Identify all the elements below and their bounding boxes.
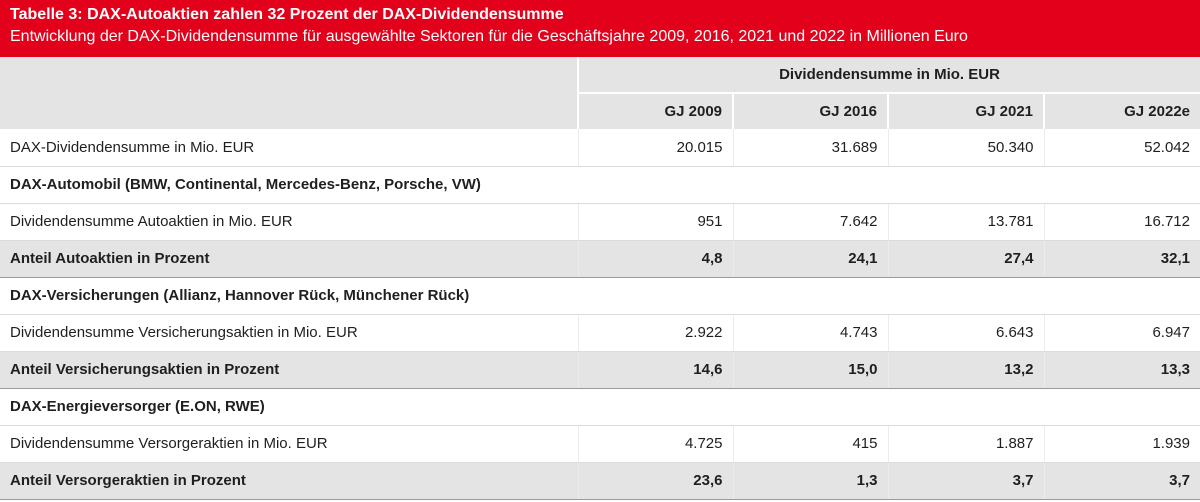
row-label: DAX-Energieversorger (E.ON, RWE) xyxy=(0,388,1200,426)
row-label: Dividendensumme Versicherungsaktien in M… xyxy=(0,314,578,352)
row-value: 1.939 xyxy=(1043,425,1200,463)
table-subtitle: Entwicklung der DAX-Dividendensumme für … xyxy=(10,28,968,45)
row-value: 951 xyxy=(577,203,733,241)
share-row: Anteil Autoaktien in Prozent 4,8 24,1 27,4 3… xyxy=(0,240,1200,278)
row-label: DAX-Dividendensumme in Mio. EUR xyxy=(0,129,578,167)
row-value: 3,7 xyxy=(1043,462,1200,500)
table-row: Dividendensumme Versicherungsaktien in M… xyxy=(0,314,1200,352)
row-value: 31.689 xyxy=(732,129,888,167)
row-value: 4,8 xyxy=(577,240,733,278)
row-value: 27,4 xyxy=(887,240,1044,278)
row-label: DAX-Versicherungen (Allianz, Hannover Rü… xyxy=(0,277,1200,315)
row-value: 3,7 xyxy=(887,462,1044,500)
table-row: Dividendensumme Versorgeraktien in Mio. … xyxy=(0,425,1200,463)
row-value: 14,6 xyxy=(577,351,733,389)
column-header-gj-2016: GJ 2016 xyxy=(732,93,888,129)
row-value: 13,2 xyxy=(887,351,1044,389)
section-row: DAX-Versicherungen (Allianz, Hannover Rü… xyxy=(0,277,1200,315)
column-header-gj-2009: GJ 2009 xyxy=(577,93,733,129)
row-value: 15,0 xyxy=(732,351,888,389)
row-label: Anteil Autoaktien in Prozent xyxy=(0,240,578,278)
row-value: 13,3 xyxy=(1043,351,1200,389)
share-row: Anteil Versorgeraktien in Prozent 23,6 1,3… xyxy=(0,462,1200,500)
row-value: 50.340 xyxy=(887,129,1044,167)
row-value: 52.042 xyxy=(1043,129,1200,167)
table-body: DAX-Dividendensumme in Mio. EUR 20.015 31.… xyxy=(0,129,1200,500)
row-value: 13.781 xyxy=(887,203,1044,241)
table-title: Tabelle 3: DAX-Autoaktien zahlen 32 Proz… xyxy=(10,6,564,23)
row-label: Anteil Versicherungsaktien in Prozent xyxy=(0,351,578,389)
section-row: DAX-Automobil (BMW, Continental, Mercede… xyxy=(0,166,1200,204)
row-value: 415 xyxy=(732,425,888,463)
row-label: DAX-Automobil (BMW, Continental, Mercede… xyxy=(0,166,1200,204)
group-header: Dividendensumme in Mio. EUR xyxy=(577,57,1200,94)
column-header-gj-2021: GJ 2021 xyxy=(887,93,1044,129)
share-row: Anteil Versicherungsaktien in Prozent 14,… xyxy=(0,351,1200,389)
row-value: 24,1 xyxy=(732,240,888,278)
row-label: Dividendensumme Autoaktien in Mio. EUR xyxy=(0,203,578,241)
row-value: 4.725 xyxy=(577,425,733,463)
column-header-gj-2022e: GJ 2022e xyxy=(1043,93,1200,129)
table-caption-banner: Tabelle 3: DAX-Autoaktien zahlen 32 Proz… xyxy=(0,0,1200,57)
section-row: DAX-Energieversorger (E.ON, RWE) xyxy=(0,388,1200,426)
row-value: 7.642 xyxy=(732,203,888,241)
row-value: 6.947 xyxy=(1043,314,1200,352)
row-value: 16.712 xyxy=(1043,203,1200,241)
row-value: 20.015 xyxy=(577,129,733,167)
header-row-group: Dividendensumme in Mio. EUR xyxy=(0,57,1200,129)
row-value: 32,1 xyxy=(1043,240,1200,278)
row-value: 2.922 xyxy=(577,314,733,352)
row-value: 6.643 xyxy=(887,314,1044,352)
row-value: 1.887 xyxy=(887,425,1044,463)
header-row-years: GJ 2009 GJ 2016 GJ 2021 GJ 2022e xyxy=(0,93,1200,129)
row-value: 23,6 xyxy=(577,462,733,500)
row-label: Anteil Versorgeraktien in Prozent xyxy=(0,462,578,500)
header-corner-cell xyxy=(0,57,578,129)
row-label: Dividendensumme Versorgeraktien in Mio. … xyxy=(0,425,578,463)
dividend-table: Dividendensumme in Mio. EUR GJ 2009 GJ 2… xyxy=(0,57,1200,500)
table-row: DAX-Dividendensumme in Mio. EUR 20.015 31.… xyxy=(0,129,1200,167)
table-row: Dividendensumme Autoaktien in Mio. EUR 95… xyxy=(0,203,1200,241)
row-value: 4.743 xyxy=(732,314,888,352)
row-value: 1,3 xyxy=(732,462,888,500)
